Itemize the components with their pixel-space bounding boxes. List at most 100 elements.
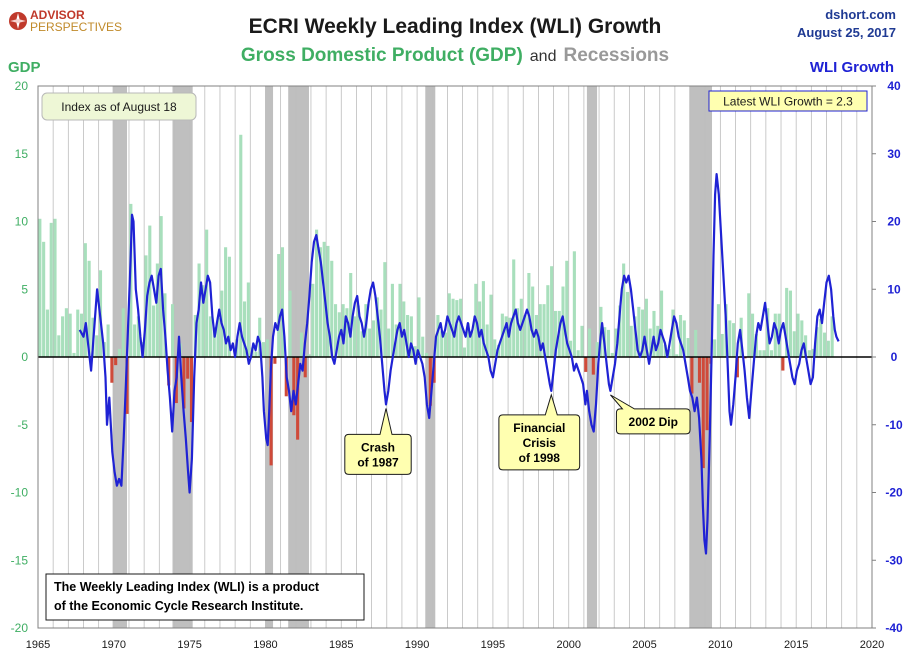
- gdp-bar: [299, 332, 303, 357]
- gdp-bar: [459, 298, 463, 357]
- gdp-bar: [341, 304, 345, 357]
- left-axis-ticks: 20 15 10 5 0 -5 -10 -15 -20: [11, 79, 29, 635]
- gdp-bar: [345, 308, 349, 357]
- gdp-bar: [716, 304, 720, 357]
- left-tick-label: -10: [11, 486, 29, 500]
- gdp-bar: [333, 304, 338, 357]
- gdp-bar: [189, 357, 194, 423]
- x-tick-label: 2015: [784, 639, 808, 651]
- gdp-bars: [38, 134, 834, 469]
- gdp-bar: [792, 331, 796, 357]
- gdp-bar: [758, 350, 762, 357]
- gdp-bar: [61, 316, 65, 357]
- right-tick-label: -30: [885, 553, 903, 567]
- left-tick-label: 5: [21, 282, 28, 296]
- right-tick-label: 30: [887, 147, 901, 161]
- subtitle-recessions: Recessions: [563, 45, 669, 66]
- gdp-bar: [117, 348, 122, 357]
- gdp-bar: [622, 263, 626, 357]
- gdp-bar: [136, 316, 140, 357]
- gdp-bar: [326, 245, 330, 357]
- gdp-bar: [606, 329, 611, 357]
- gdp-bar: [531, 286, 535, 357]
- gdp-bar: [823, 332, 827, 357]
- callout-bubble: [610, 394, 691, 435]
- gdp-bar: [72, 352, 76, 357]
- gdp-bar: [713, 339, 717, 357]
- gdp-bar: [523, 314, 527, 357]
- gdp-bar: [788, 290, 793, 357]
- gdp-bar: [356, 305, 360, 357]
- gdp-bar: [769, 350, 774, 357]
- gdp-bar: [534, 314, 539, 357]
- right-tick-label: 20: [887, 215, 901, 229]
- gdp-bar: [705, 357, 709, 431]
- gdp-bar: [466, 323, 470, 357]
- gdp-bar: [584, 357, 588, 372]
- gdp-bar: [732, 323, 736, 357]
- gdp-bar: [42, 241, 46, 357]
- gdp-bar: [485, 324, 489, 357]
- gdp-bar: [542, 304, 546, 357]
- left-tick-label: -15: [11, 553, 29, 567]
- gdp-bar: [68, 313, 72, 357]
- gdp-bar: [311, 283, 315, 357]
- callout-text: Crisis: [523, 436, 557, 450]
- gdp-bar: [750, 313, 755, 357]
- gdp-bar: [106, 324, 110, 357]
- gdp-bar: [443, 332, 448, 357]
- gdp-bar: [205, 229, 209, 357]
- gdp-bar: [421, 336, 425, 357]
- left-tick-label: 15: [15, 147, 29, 161]
- gdp-bar: [208, 316, 212, 357]
- gdp-bar: [296, 357, 300, 440]
- gdp-bar: [489, 294, 493, 357]
- gdp-bar: [497, 344, 501, 357]
- callout-text: Crash: [361, 440, 395, 454]
- gdp-bar: [212, 327, 216, 357]
- gdp-bar: [512, 259, 516, 357]
- gdp-bar: [826, 340, 830, 357]
- gdp-bar: [550, 266, 554, 357]
- gdp-bar: [258, 317, 262, 357]
- right-axis-label: WLI Growth: [810, 59, 894, 76]
- gdp-bar: [201, 285, 205, 357]
- gdp-bar: [694, 329, 698, 357]
- x-tick-label: 2020: [860, 639, 884, 651]
- gdp-bar: [315, 229, 319, 357]
- callout-text: of 1998: [519, 451, 561, 465]
- gdp-bar: [610, 352, 614, 357]
- footnote-line2: of the Economic Cycle Research Institute…: [54, 599, 303, 613]
- gdp-bar: [133, 324, 137, 357]
- gdp-bar: [633, 316, 637, 357]
- x-tick-label: 2000: [556, 639, 580, 651]
- gdp-bar: [239, 134, 243, 357]
- gdp-bar: [660, 290, 664, 357]
- gdp-bar: [637, 306, 641, 357]
- gdp-bar: [587, 328, 592, 357]
- right-tick-label: -10: [885, 418, 903, 432]
- x-tick-label: 1985: [329, 639, 353, 651]
- gdp-bar: [406, 314, 410, 357]
- gdp-bar: [83, 243, 87, 357]
- gdp-bar: [440, 331, 444, 357]
- gdp-bar: [114, 357, 118, 366]
- gdp-bar: [409, 316, 413, 357]
- wli-series-line: [78, 173, 840, 555]
- callout-bubble: [344, 408, 412, 475]
- gdp-bar: [614, 328, 618, 357]
- gdp-bar: [747, 293, 751, 357]
- subtitle-and: and: [530, 48, 557, 65]
- gdp-bar: [227, 256, 231, 357]
- gdp-bar: [648, 328, 652, 357]
- logo-line1: ADVISOR: [30, 8, 85, 22]
- gdp-bar: [697, 357, 702, 383]
- right-tick-label: 40: [887, 79, 901, 93]
- source-label: dshort.com: [825, 7, 896, 22]
- gdp-bar: [785, 287, 789, 357]
- gdp-bar: [246, 282, 250, 357]
- gdp-bar: [87, 260, 91, 357]
- gdp-bar: [277, 254, 281, 357]
- gdp-bar: [675, 354, 679, 357]
